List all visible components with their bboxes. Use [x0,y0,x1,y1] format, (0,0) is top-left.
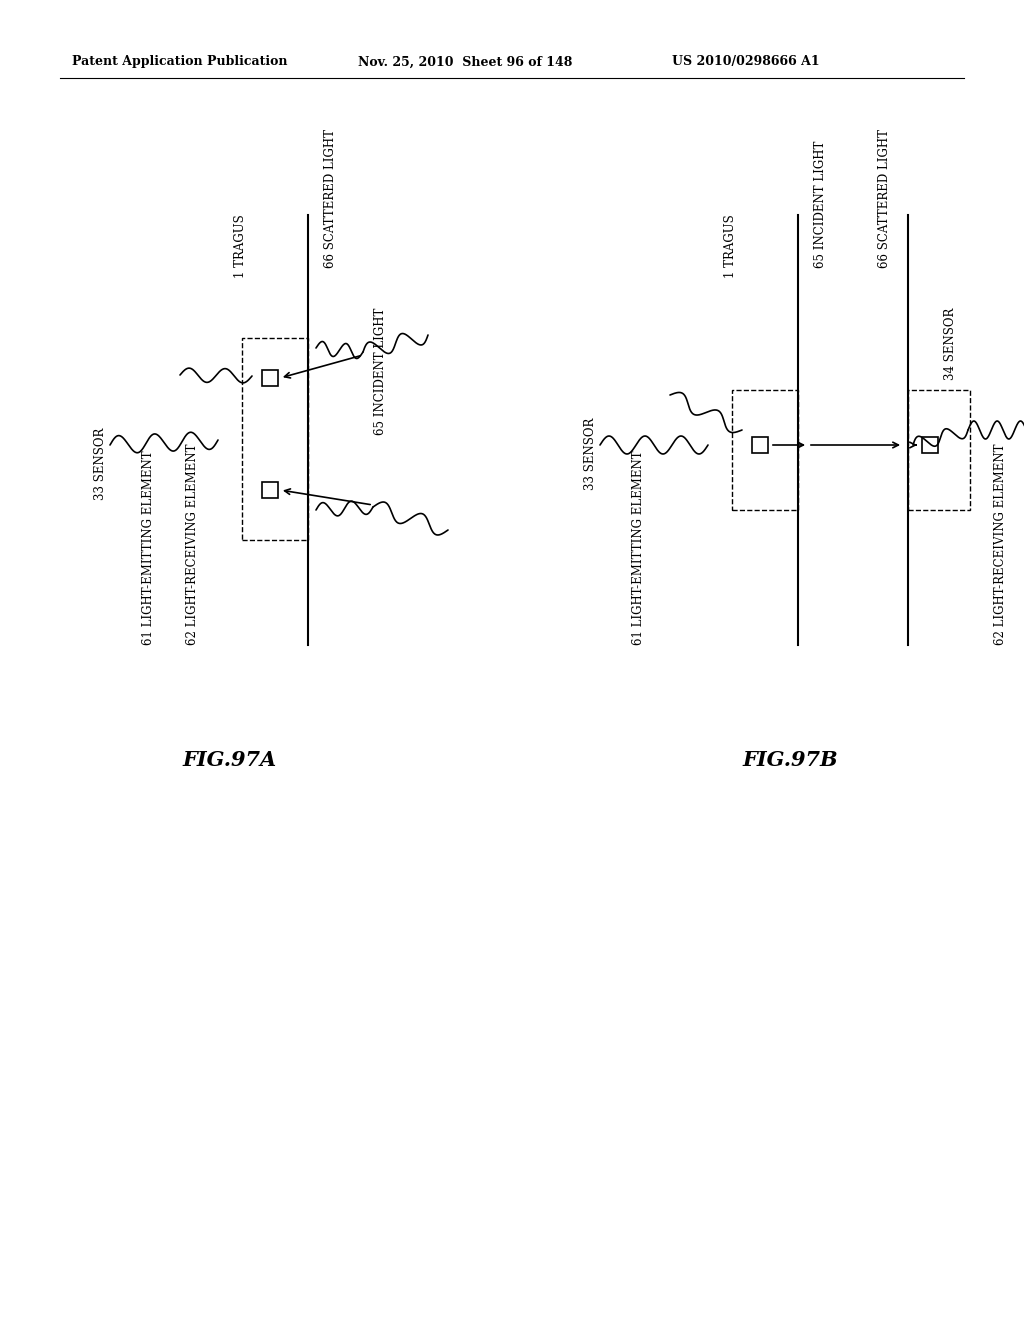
Text: 1 TRAGUS: 1 TRAGUS [233,214,247,279]
Bar [262,370,278,385]
Text: Patent Application Publication: Patent Application Publication [72,55,288,69]
Text: Nov. 25, 2010  Sheet 96 of 148: Nov. 25, 2010 Sheet 96 of 148 [358,55,572,69]
Text: FIG.97A: FIG.97A [183,750,278,770]
Bar [732,389,798,510]
Text: 66 SCATTERED LIGHT: 66 SCATTERED LIGHT [324,129,337,268]
Text: 33 SENSOR: 33 SENSOR [93,428,106,500]
Text: 62 LIGHT-RECEIVING ELEMENT: 62 LIGHT-RECEIVING ELEMENT [993,444,1007,645]
Text: 34 SENSOR: 34 SENSOR [943,308,956,380]
Text: 61 LIGHT-EMITTING ELEMENT: 61 LIGHT-EMITTING ELEMENT [632,450,644,645]
Text: FIG.97B: FIG.97B [742,750,838,770]
Text: 65 INCIDENT LIGHT: 65 INCIDENT LIGHT [374,308,386,436]
Text: 65 INCIDENT LIGHT: 65 INCIDENT LIGHT [813,141,826,268]
Bar [908,389,970,510]
Text: 33 SENSOR: 33 SENSOR [584,417,597,490]
Bar [242,338,308,540]
Bar [922,437,938,453]
Bar [262,482,278,498]
Bar [752,437,768,453]
Text: 62 LIGHT-RECEIVING ELEMENT: 62 LIGHT-RECEIVING ELEMENT [186,444,200,645]
Text: 66 SCATTERED LIGHT: 66 SCATTERED LIGHT [879,129,892,268]
Text: 1 TRAGUS: 1 TRAGUS [724,214,736,279]
Text: 61 LIGHT-EMITTING ELEMENT: 61 LIGHT-EMITTING ELEMENT [141,450,155,645]
Text: US 2010/0298666 A1: US 2010/0298666 A1 [672,55,819,69]
